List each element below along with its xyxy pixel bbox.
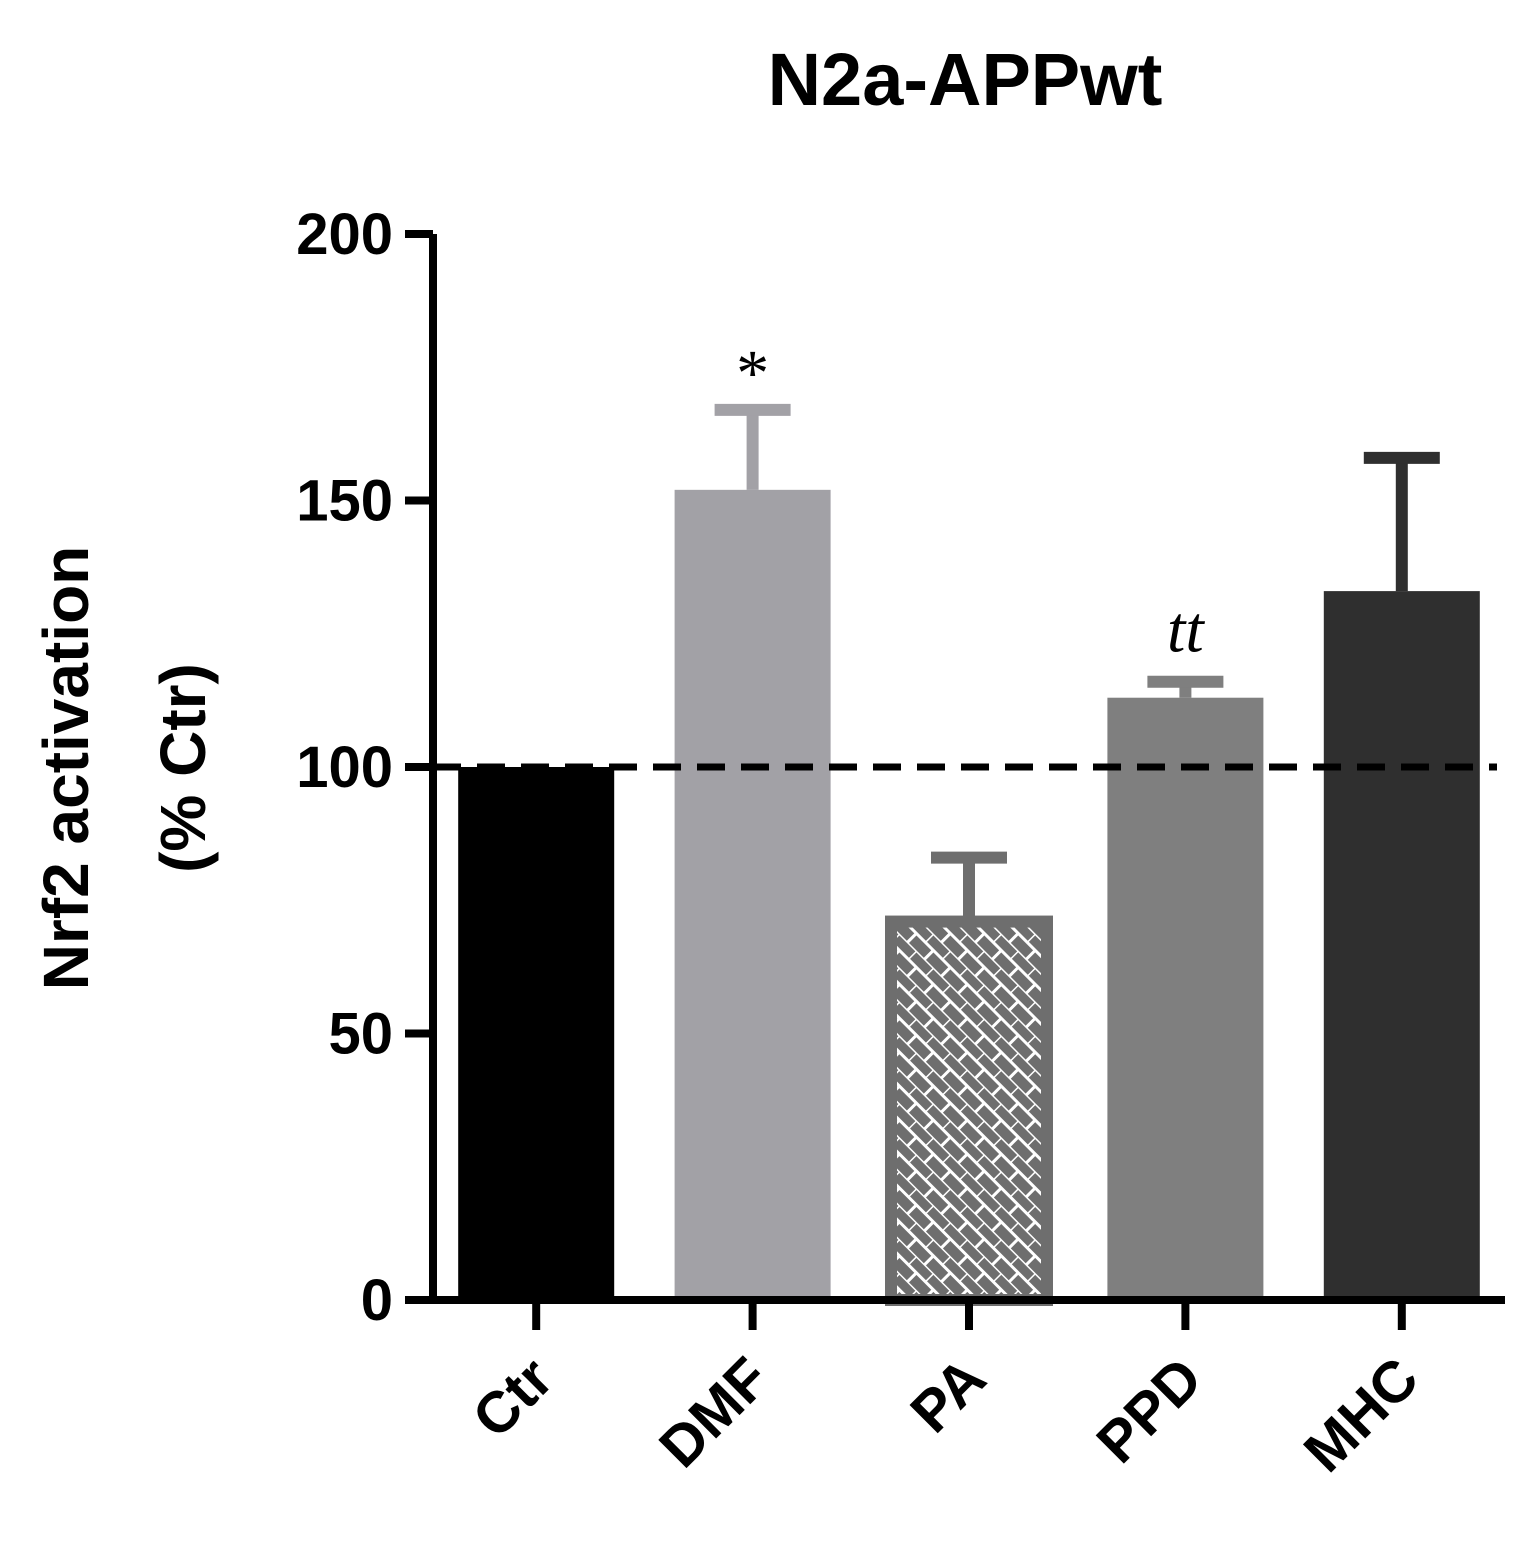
y-tick-label: 200 [296, 202, 393, 267]
y-tick-label: 50 [328, 1002, 393, 1067]
bar-ctr [458, 767, 615, 1300]
bar-pa [885, 915, 1053, 1306]
x-category-label: PA [898, 1345, 998, 1445]
y-tick-label: 0 [361, 1268, 393, 1333]
bar-ppd [1107, 697, 1264, 1300]
bars [458, 489, 1480, 1306]
y-tick-label: 150 [296, 469, 393, 534]
x-category-label: DMF [647, 1345, 782, 1480]
chart-title: N2a-APPwt [768, 38, 1163, 121]
error-bars [714, 403, 1440, 922]
annotations: * tt [736, 337, 1205, 667]
bar-dmf [674, 489, 831, 1301]
y-axis-ticks: 0 50 100 150 200 [296, 202, 433, 1333]
y-tick-label: 100 [296, 735, 393, 800]
y-axis-label-line-2: (% Ctr) [147, 663, 219, 873]
x-category-label: PPD [1084, 1345, 1214, 1475]
bar-mhc [1323, 591, 1480, 1300]
y-axis-label-line-1: Nrf2 activation [30, 546, 102, 991]
x-axis-categories: Ctr DMF PA PPD MHC [460, 1300, 1431, 1485]
x-category-label: MHC [1292, 1345, 1431, 1484]
significance-label-dmf: * [736, 337, 769, 410]
significance-label-ppd: tt [1167, 594, 1205, 667]
x-category-label: Ctr [460, 1345, 565, 1450]
